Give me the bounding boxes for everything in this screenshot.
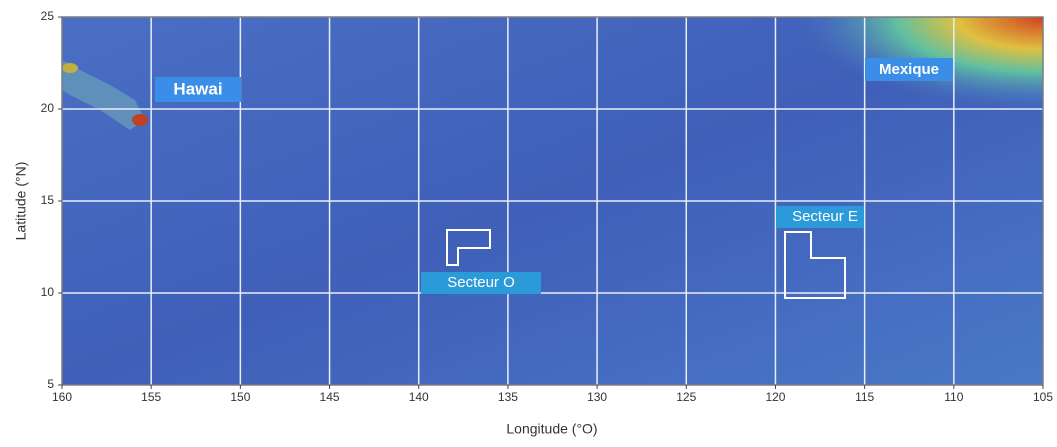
- hawaii-island: [62, 63, 78, 73]
- x-tick-label: 130: [587, 390, 607, 404]
- x-tick-label: 105: [1033, 390, 1053, 404]
- x-tick-label: 160: [52, 390, 72, 404]
- y-tick-label: 20: [41, 101, 55, 115]
- y-tick-label: 25: [41, 9, 55, 23]
- x-tick-label: 150: [230, 390, 250, 404]
- place-label: Mexique: [879, 61, 939, 78]
- y-tick-label: 15: [41, 193, 55, 207]
- x-tick-label: 140: [409, 390, 429, 404]
- hawaii-island: [132, 114, 148, 126]
- x-tick-label: 145: [320, 390, 340, 404]
- x-axis-label: Longitude (°O): [506, 421, 597, 437]
- y-tick-label: 5: [47, 377, 54, 391]
- y-axis-label: Latitude (°N): [13, 162, 29, 241]
- x-tick-label: 125: [676, 390, 696, 404]
- x-tick-label: 110: [944, 390, 963, 404]
- sector-label: Secteur O: [447, 274, 515, 291]
- place-label: Hawai: [173, 79, 222, 98]
- y-tick-label: 10: [41, 285, 55, 299]
- x-tick-label: 115: [855, 390, 874, 404]
- sector-label: Secteur E: [792, 208, 858, 225]
- map-figure: Hawai Mexique Secteur O Secteur E Longit…: [0, 0, 1057, 442]
- x-tick-label: 155: [141, 390, 161, 404]
- x-tick-label: 135: [498, 390, 518, 404]
- x-tick-label: 120: [765, 390, 785, 404]
